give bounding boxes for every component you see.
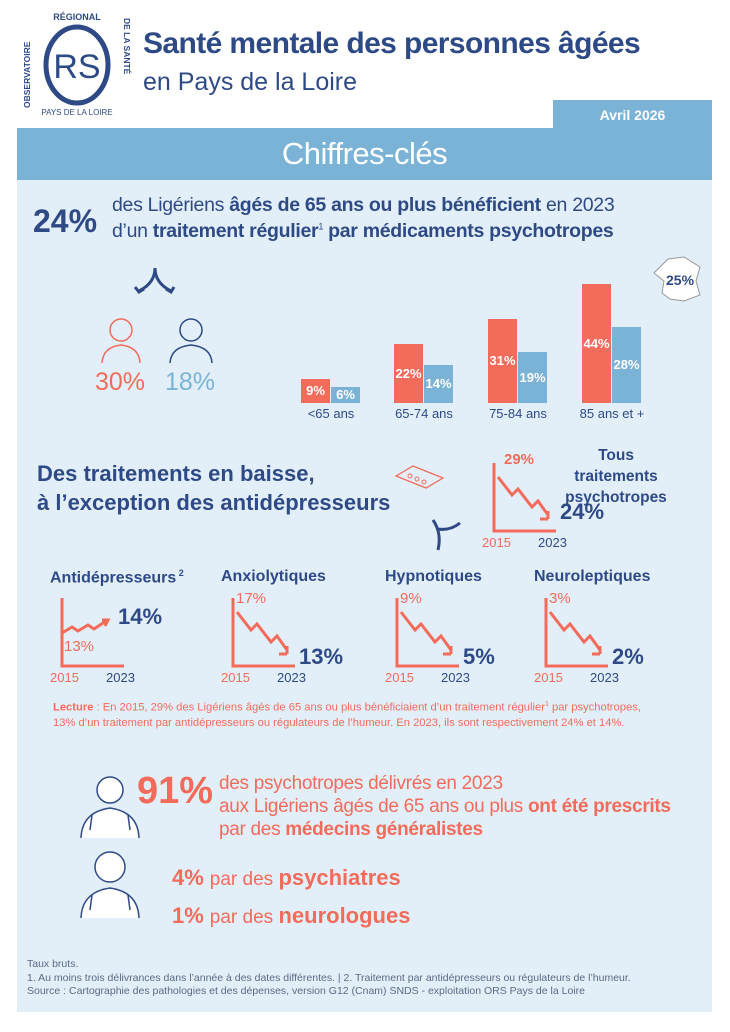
- trend-arrow: [61, 619, 107, 635]
- year-end: 2023: [538, 535, 567, 550]
- trend-title: Anxiolytiques: [221, 568, 326, 585]
- doctor-man-icon: [80, 776, 140, 839]
- women-rate: 30%: [95, 368, 146, 396]
- end-value: 5%: [463, 644, 495, 669]
- svg-text:DE LA SANTÉ: DE LA SANTÉ: [122, 18, 132, 75]
- year-end: 2023: [590, 670, 619, 685]
- year-end: 2023: [106, 670, 135, 685]
- key-text-line2: d’un traitement régulier1 par médicament…: [112, 220, 614, 242]
- start-value: 13%: [64, 638, 95, 655]
- year-end: 2023: [277, 670, 306, 685]
- trend-chart: 2015 2023 29% 24% Tous traitements psycho…: [482, 433, 667, 550]
- bar-women: 31%: [488, 319, 517, 403]
- trend-arrow: [496, 476, 550, 516]
- neurologist-line: 1% par des neurologues: [172, 903, 411, 928]
- year-start: 2015: [50, 670, 79, 685]
- trend-chart: 2015 2023 17% 13% Anxiolytiques: [221, 568, 371, 685]
- year-start: 2015: [534, 670, 563, 685]
- page-subtitle: en Pays de la Loire: [143, 68, 358, 96]
- date-tab: Avril 2026: [553, 100, 712, 130]
- bar-category-label: 75-84 ans: [489, 406, 547, 421]
- year-start: 2015: [482, 535, 511, 550]
- year-start: 2015: [385, 670, 414, 685]
- page-title: Santé mentale des personnes âgées: [143, 27, 641, 60]
- bar-men: 14%: [424, 365, 453, 403]
- logo-emblem: RS RÉGIONAL PAYS DE LA LOIRE OBSERVATOIR…: [22, 12, 132, 117]
- bar-men: 19%: [518, 351, 547, 403]
- bar-category-label: <65 ans: [307, 406, 355, 421]
- key-figure: 24%: [33, 203, 98, 239]
- trend-axes: [395, 598, 459, 668]
- svg-text:RS: RS: [53, 48, 100, 86]
- age-bar-chart: 9% 6% <65 ans 22% 14% 65-74 ans 31% 19% 75-84 an…: [0, 0, 730, 421]
- bar-category-label: 85 ans et +: [579, 406, 645, 421]
- bar-women: 44%: [582, 284, 611, 403]
- france-rate: 25%: [666, 272, 695, 288]
- key-text-line1: des Ligériens âgés de 65 ans ou plus bén…: [112, 194, 615, 216]
- trend-axes: [60, 598, 124, 668]
- start-value: 29%: [504, 451, 535, 468]
- start-value: 3%: [549, 590, 571, 607]
- gp-text: des psychotropes délivrés en 2023 aux Li…: [219, 773, 671, 840]
- end-value: 13%: [299, 644, 344, 669]
- svg-text:OBSERVATOIRE: OBSERVATOIRE: [22, 41, 32, 108]
- pill-pack-icon: [394, 465, 445, 489]
- trend-heading: Des traitements en baisse, à l’exception …: [37, 461, 391, 515]
- year-start: 2015: [221, 670, 250, 685]
- men-rate: 18%: [165, 368, 216, 396]
- ors-logo: RS RÉGIONAL PAYS DE LA LOIRE OBSERVATOIR…: [20, 8, 135, 118]
- bar-men: 28%: [612, 327, 641, 403]
- trend-chart: 2015 2023 3% 2% Neuroleptiques: [534, 568, 684, 685]
- trend-title: Hypnotiques: [385, 568, 482, 585]
- end-value: 2%: [612, 644, 644, 669]
- start-value: 17%: [236, 590, 267, 607]
- svg-text:PAYS DE LA LOIRE: PAYS DE LA LOIRE: [41, 108, 112, 117]
- doctor-woman-icon: [80, 851, 140, 919]
- elderly-man-icon: [169, 318, 213, 364]
- gp-rate: 91%: [137, 770, 214, 812]
- psychiatrist-line: 4% par des psychiatres: [172, 865, 401, 890]
- france-map-icon: [653, 256, 701, 302]
- trend-chart: 2015 2023 9% 5% Hypnotiques: [385, 568, 535, 685]
- trend-axes: [544, 598, 608, 668]
- trend-arrow: [235, 611, 289, 651]
- lecture-note: Lecture : En 2015, 29% des Ligériens âgé…: [53, 701, 641, 729]
- year-end: 2023: [441, 670, 470, 685]
- trend-arrow: [548, 611, 602, 651]
- bar-category-label: 65-74 ans: [395, 406, 453, 421]
- elderly-woman-icon: [101, 318, 141, 364]
- split-arrow-icon: [133, 267, 176, 295]
- trend-axes: [231, 598, 295, 668]
- end-value: 24%: [560, 499, 605, 524]
- trend-title: Tous traitements psychotropes: [565, 447, 667, 506]
- start-value: 9%: [400, 590, 422, 607]
- bar-women: 22%: [394, 343, 423, 403]
- bar-men: 6%: [331, 386, 360, 403]
- section-band: Chiffres-clés: [17, 128, 712, 180]
- split-arrow-icon: [431, 519, 461, 551]
- trend-arrow: [399, 611, 453, 651]
- trend-title: Antidépresseurs 2: [50, 568, 184, 587]
- bar-women: 9%: [301, 378, 330, 403]
- trend-title: Neuroleptiques: [534, 568, 651, 585]
- trend-chart: 2015 2023 13% 14% Antidépresseurs 2: [50, 568, 200, 685]
- footer-notes: Taux bruts. 1. Au moins trois délivrances…: [27, 958, 631, 997]
- svg-text:RÉGIONAL: RÉGIONAL: [53, 12, 101, 22]
- end-value: 14%: [118, 604, 163, 629]
- trend-axes: [492, 463, 556, 533]
